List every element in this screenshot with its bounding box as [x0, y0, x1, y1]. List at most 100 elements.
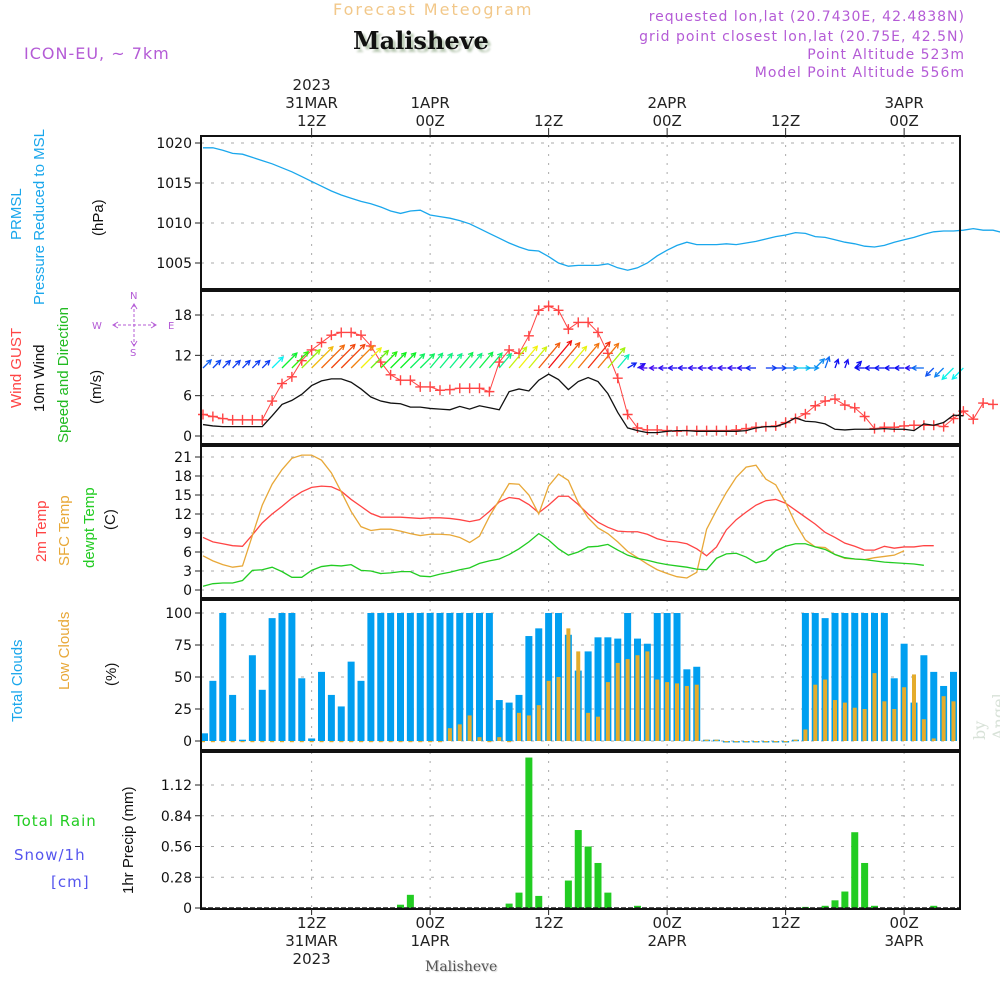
- total-cloud-bar: [594, 637, 602, 741]
- y-tick-label: 0: [183, 583, 192, 599]
- total-cloud-bar: [880, 613, 888, 741]
- total-cloud-bar: [347, 661, 355, 741]
- y-tick-label: 18: [174, 308, 192, 324]
- compass-w: W: [92, 321, 102, 332]
- low-cloud-bar: [240, 741, 245, 743]
- wind-direction-arrow: [667, 365, 677, 371]
- y-tick-label: 1015: [156, 176, 192, 192]
- wind-direction-arrow: [508, 346, 528, 369]
- y-tick-label: 1005: [156, 256, 192, 272]
- wind-direction-arrow: [638, 365, 648, 371]
- wind-direction-arrow: [854, 365, 865, 371]
- low-cloud-bar: [428, 741, 433, 743]
- time-label: 1APR 00Z: [390, 94, 470, 130]
- y-tick-label: 1010: [156, 216, 192, 232]
- wind-direction-arrow: [419, 353, 436, 369]
- time-label: 12Z: [746, 914, 826, 932]
- time-label: 12Z: [509, 914, 589, 932]
- wind-direction-arrow: [498, 352, 513, 369]
- total-cloud-bar: [357, 680, 365, 741]
- total-cloud-bar: [545, 613, 553, 741]
- total-cloud-bar: [535, 628, 543, 741]
- wind-direction-arrow: [941, 367, 954, 381]
- wind-gust-marker: [198, 409, 208, 420]
- time-label-line: 12Z: [296, 914, 327, 932]
- model-label: ICON-EU, ~ 7km: [24, 44, 170, 63]
- wind-gust-marker: [849, 402, 860, 413]
- total-cloud-bar: [268, 618, 276, 741]
- wind-gust-marker: [573, 317, 584, 328]
- precip-bar: [930, 905, 938, 908]
- low-cloud-bar: [823, 679, 828, 741]
- low-cloud-bar: [803, 729, 808, 741]
- low-cloud-bar: [783, 741, 788, 743]
- low-cloud-bar: [339, 741, 344, 743]
- low-cloud-bar: [773, 741, 778, 743]
- precip-bar: [604, 892, 612, 908]
- total-cloud-bar: [476, 613, 483, 741]
- low-cloud-bar: [912, 674, 916, 741]
- wind-gust-marker: [405, 375, 416, 386]
- precip-bar: [634, 905, 641, 908]
- y-tick-label: 0.28: [161, 870, 192, 886]
- wind-gust-marker: [988, 399, 998, 410]
- wind-gust-marker: [879, 422, 890, 433]
- wind-gust-marker: [306, 344, 317, 355]
- wind-gust-marker: [583, 317, 594, 328]
- time-label-line: 31MAR: [285, 932, 338, 950]
- low-cloud-bar: [566, 628, 571, 741]
- wind-gust-marker: [415, 381, 426, 392]
- wind-direction-arrow: [558, 341, 581, 369]
- wind-direction-arrow: [340, 343, 366, 369]
- total-cloud-bar: [288, 613, 296, 741]
- wind-direction-arrow: [716, 365, 727, 371]
- legend-total-rain: Total Rain: [14, 812, 97, 830]
- temp-sfc-line: [202, 454, 905, 579]
- wind-gust-marker: [701, 425, 712, 436]
- total-cloud-bar: [367, 613, 375, 741]
- precip-bar: [831, 900, 839, 908]
- wind-gust-marker: [207, 411, 218, 422]
- precip-bar: [594, 862, 602, 908]
- total-cloud-bar: [663, 613, 671, 741]
- low-cloud-bar: [368, 741, 373, 743]
- wind-gust-marker: [326, 330, 337, 341]
- wind-gust-marker: [839, 400, 850, 411]
- wind-gust-marker: [711, 425, 722, 436]
- y-tick-label: 1.12: [161, 778, 192, 794]
- low-cloud-bar: [260, 741, 265, 743]
- wind-direction-arrow: [390, 351, 407, 369]
- y-tick-label: 0: [183, 901, 192, 917]
- low-cloud-bar: [477, 737, 482, 741]
- low-cloud-bar: [586, 712, 591, 741]
- wind-gust-marker: [909, 420, 919, 431]
- low-cloud-bar: [517, 712, 521, 741]
- total-cloud-bar: [466, 613, 474, 741]
- wind-gust-line: [202, 305, 994, 432]
- low-cloud-bar: [408, 741, 413, 743]
- wind-direction-arrow: [488, 352, 503, 369]
- time-label-line: 12Z: [533, 112, 564, 130]
- wind-direction-arrow: [933, 367, 945, 378]
- low-cloud-bar: [635, 655, 640, 741]
- wind-direction-arrow: [910, 365, 924, 371]
- wind-gust-marker: [217, 413, 228, 424]
- wind-gust-marker: [810, 400, 821, 411]
- low-cloud-bar: [872, 673, 877, 741]
- wind-direction-arrow: [567, 345, 588, 369]
- low-cloud-bar: [921, 719, 926, 741]
- wind-gust-marker: [889, 422, 900, 433]
- precip-panel: 0 0.28 0.56 0.84 1.12: [161, 752, 960, 917]
- low-cloud-bar: [526, 715, 531, 741]
- wind-gust-marker: [385, 369, 396, 380]
- total-cloud-bar: [505, 702, 513, 741]
- precip-bar: [851, 832, 859, 908]
- total-cloud-bar: [525, 636, 533, 741]
- y-tick-label: 0: [183, 734, 192, 750]
- wind-gust-marker: [494, 357, 505, 368]
- wind-direction-arrow: [587, 341, 611, 369]
- low-cloud-bar: [299, 741, 304, 743]
- low-cloud-bar: [714, 739, 719, 741]
- temp-panel: 0 3 6 9 12 15 18 21: [174, 446, 960, 599]
- wind-direction-arrow: [449, 352, 463, 369]
